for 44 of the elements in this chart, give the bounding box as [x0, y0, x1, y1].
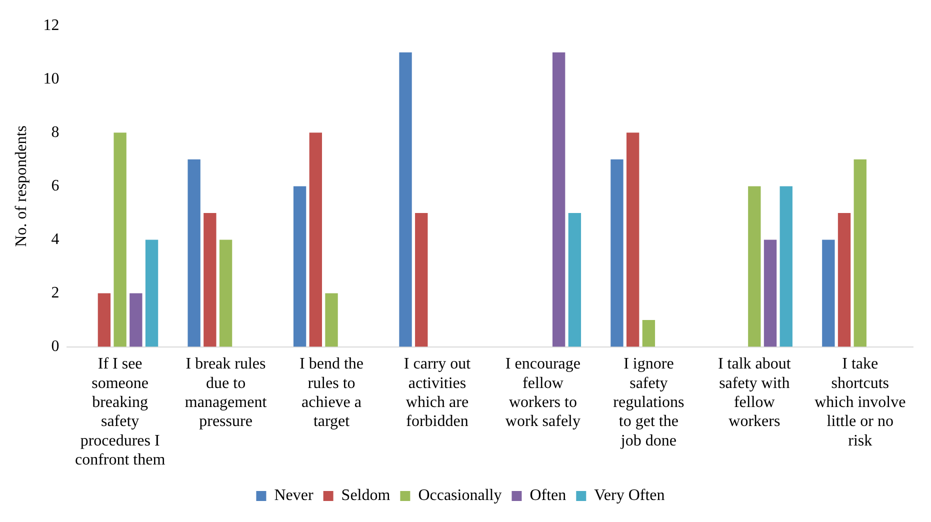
y-tick-label: 10: [43, 70, 60, 88]
bar: [399, 52, 412, 347]
bar: [145, 240, 158, 347]
y-tick-label: 0: [51, 338, 60, 356]
bar: [325, 293, 338, 347]
y-tick-label: 8: [51, 124, 60, 141]
bar: [309, 132, 322, 347]
bar: [626, 132, 640, 347]
bar: [98, 293, 111, 347]
legend-label: Never: [274, 487, 314, 504]
y-tick-label: 6: [51, 177, 60, 194]
bar: [764, 240, 777, 347]
x-tick-label: I take shortcuts which involve little or no risk: [814, 356, 906, 450]
y-axis-title: No. of respondents: [12, 126, 30, 247]
bar: [748, 186, 761, 347]
bar: [415, 212, 428, 347]
bar: [780, 186, 792, 347]
x-tick-label: If I see someone breaking safety procedures I confront them: [74, 356, 166, 469]
legend-label: Often: [530, 487, 566, 504]
x-tick-label: I talk about safety with fellow workers: [718, 356, 792, 430]
bar: [610, 159, 624, 347]
y-tick-label: 12: [43, 16, 60, 34]
x-tick-label: I carry out activities which are forbidden: [404, 356, 472, 430]
bar: [552, 52, 566, 347]
bar: [130, 293, 142, 347]
y-tick-label: 4: [51, 230, 60, 248]
bar: [219, 240, 232, 347]
x-tick-label: I bend the rules to achieve a target: [300, 356, 364, 430]
legend-label: Seldom: [341, 487, 391, 504]
x-tick-label: I ignore safety regulations to get the job done: [613, 356, 684, 450]
x-tick-label: I encourage fellow workers to work safely: [505, 356, 581, 430]
bar: [854, 159, 866, 347]
bar: [188, 159, 200, 347]
bar: [838, 212, 851, 347]
bar: [642, 320, 656, 347]
bar: [114, 132, 126, 347]
legend-label: Occasionally: [418, 487, 502, 504]
bar: [204, 212, 216, 347]
bar: [822, 240, 835, 347]
bar: [293, 186, 306, 347]
x-tick-label: I break rules due to management pressure: [184, 356, 268, 430]
legend-label: Very Often: [594, 487, 665, 504]
bar: [568, 212, 582, 347]
y-tick-label: 2: [51, 284, 60, 302]
